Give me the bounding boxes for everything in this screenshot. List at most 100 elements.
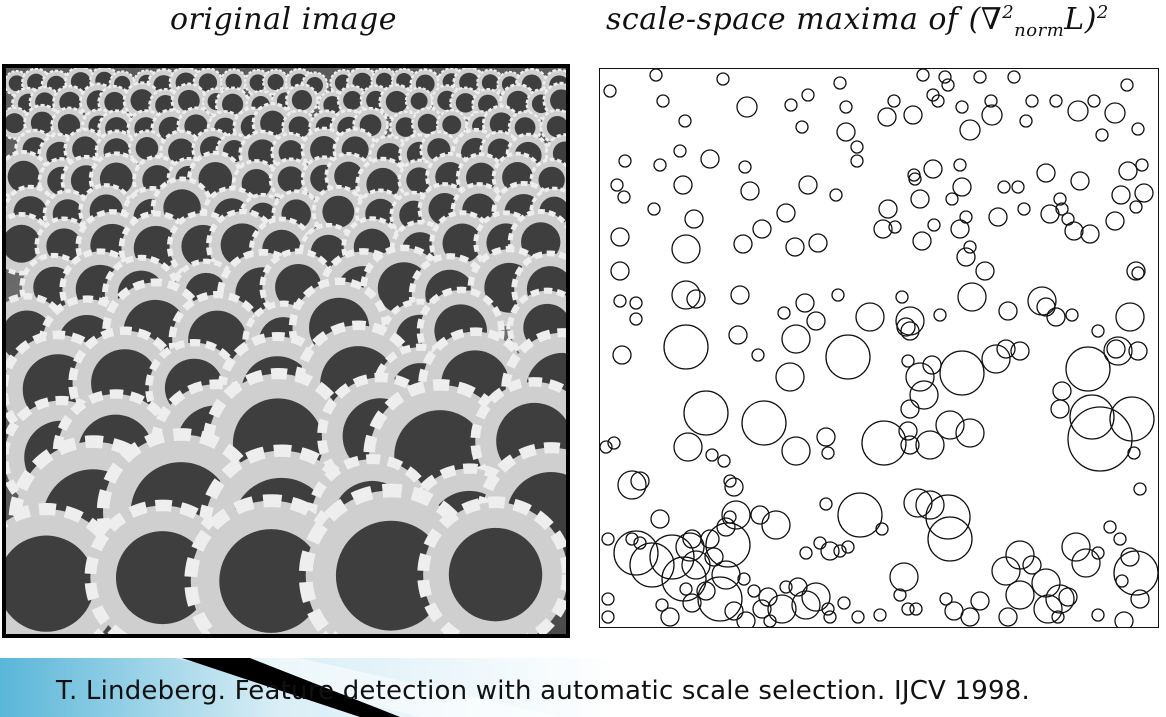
sunflower-disk — [552, 141, 566, 166]
maxima-circle — [1131, 266, 1145, 280]
maxima-circle — [1036, 163, 1056, 183]
maxima-circle — [1033, 594, 1063, 624]
maxima-circle — [1105, 211, 1125, 231]
sunflower-disk — [481, 74, 499, 92]
maxima-circle — [649, 69, 663, 82]
maxima-circle — [927, 516, 973, 562]
maxima-circle — [1065, 308, 1079, 322]
maxima-circle — [939, 350, 985, 396]
maxima-title-sup: 2 — [1002, 2, 1015, 23]
maxima-circle — [945, 192, 959, 206]
maxima-circle — [801, 582, 831, 612]
maxima-circle — [653, 158, 667, 172]
maxima-circle — [795, 120, 809, 134]
sunflower-disk — [343, 90, 362, 110]
maxima-circle — [820, 541, 840, 561]
maxima-circle — [888, 220, 902, 234]
maxima-circle — [1025, 94, 1039, 108]
maxima-circle — [733, 234, 753, 254]
maxima-circle — [808, 233, 828, 253]
maxima-circle — [895, 290, 909, 304]
maxima-circle — [1061, 212, 1075, 226]
scale-space-maxima-plot — [599, 68, 1159, 628]
maxima-circle — [1064, 221, 1084, 241]
sunflower-disk — [57, 114, 81, 137]
sunflower-disk — [225, 73, 242, 90]
maxima-circle — [952, 177, 972, 197]
sunflower-disk — [6, 113, 25, 134]
maxima-circle — [1091, 608, 1105, 622]
maxima-circle — [953, 158, 967, 172]
maxima-circle — [763, 614, 777, 627]
sunflower-disk — [288, 116, 310, 138]
maxima-circle — [896, 317, 916, 337]
maxima-circle — [916, 69, 930, 82]
maxima-circle — [1053, 192, 1067, 206]
sunflower-disk — [442, 223, 482, 263]
maxima-circle — [1130, 589, 1150, 609]
maxima-circle — [933, 308, 947, 322]
maxima-circle — [781, 324, 811, 354]
maxima-circle — [836, 122, 856, 142]
maxima-circle — [649, 534, 695, 580]
maxima-circle — [617, 470, 647, 500]
maxima-circle — [1071, 548, 1101, 578]
sunflower-disk — [267, 74, 284, 91]
maxima-circle — [741, 400, 787, 446]
maxima-circle — [998, 301, 1018, 321]
sunflower-disk — [260, 110, 286, 136]
maxima-circle — [1067, 100, 1089, 122]
maxima-circle — [801, 88, 815, 102]
maxima-circle — [875, 522, 889, 536]
maxima-circle — [923, 159, 943, 179]
maxima-circle — [935, 410, 965, 440]
maxima-circle — [956, 247, 976, 267]
maxima-title-middle: L) — [1064, 2, 1097, 37]
maxima-circle — [791, 590, 821, 620]
maxima-circle — [1114, 611, 1134, 627]
maxima-circle — [1133, 482, 1147, 496]
sunflower-disk — [395, 117, 416, 137]
maxima-circle — [955, 418, 985, 448]
sunflower-disk — [506, 90, 530, 114]
maxima-circle — [821, 446, 835, 460]
maxima-circle — [941, 78, 955, 92]
maxima-circle — [776, 203, 796, 223]
maxima-circle — [898, 421, 918, 441]
sunflower-disk — [375, 72, 393, 90]
maxima-circles — [600, 69, 1158, 627]
maxima-circle — [829, 188, 843, 202]
maxima-circle — [740, 181, 760, 201]
maxima-circle — [1022, 555, 1042, 575]
maxima-circle — [850, 154, 864, 168]
maxima-circle — [873, 219, 893, 239]
maxima-circle — [922, 355, 942, 375]
maxima-circle — [889, 562, 919, 592]
maxima-circle — [975, 261, 995, 281]
maxima-circle — [686, 289, 706, 309]
maxima-circle — [767, 594, 797, 624]
maxima-circle — [613, 530, 659, 576]
maxima-circle — [678, 114, 692, 128]
sunflower-disk — [538, 166, 565, 194]
maxima-circle — [723, 510, 737, 524]
maxima-circle — [625, 532, 639, 546]
sunflower-disk — [8, 75, 25, 92]
maxima-circle — [618, 154, 632, 168]
maxima-circle — [671, 280, 701, 310]
sunflower-disk — [396, 73, 412, 89]
maxima-circle — [750, 505, 770, 525]
sunflower-disk — [335, 520, 446, 631]
maxima-circle — [900, 321, 920, 341]
maxima-circle — [988, 207, 1008, 227]
maxima-circle — [724, 477, 744, 497]
maxima-circle — [752, 219, 772, 239]
sunflower-disk — [514, 117, 536, 138]
maxima-circle — [603, 84, 617, 98]
maxima-circle — [799, 546, 813, 560]
maxima-circle — [912, 231, 932, 251]
maxima-circle — [819, 497, 833, 511]
maxima-circle — [895, 306, 925, 336]
maxima-circle — [1087, 94, 1101, 108]
maxima-circle — [675, 532, 705, 562]
